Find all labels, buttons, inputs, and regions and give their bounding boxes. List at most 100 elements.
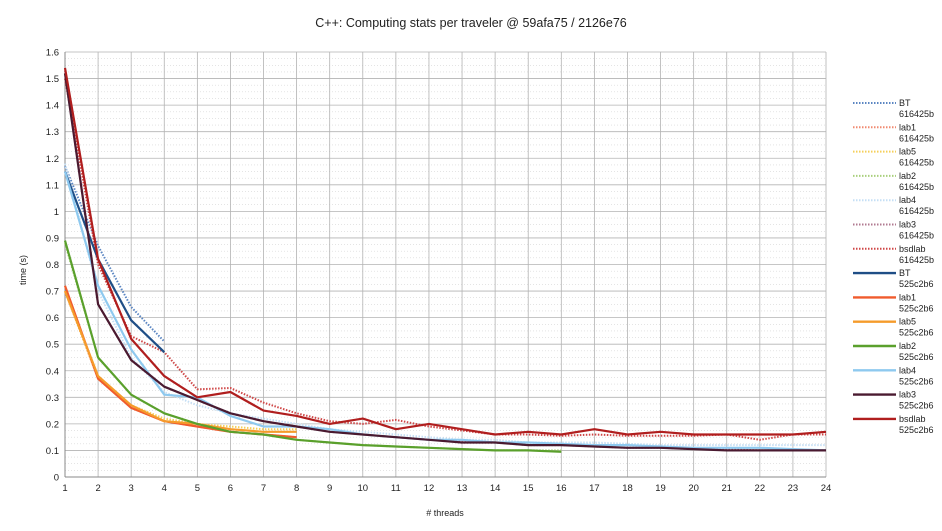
x-tick-label: 19 (655, 483, 666, 494)
legend-series-version: 525c2b6 (899, 328, 934, 338)
x-tick-label: 22 (755, 483, 766, 494)
series-line-bt-525c2b6 (63, 171, 166, 353)
series-line-bsdlab-616425b (64, 78, 826, 441)
y-tick-label: 1.6 (46, 48, 59, 59)
legend-series-version: 616425b (899, 255, 934, 265)
legend-series-version: 525c2b6 (899, 401, 934, 411)
legend-series-name: BT (899, 268, 911, 278)
y-tick-label: 0.5 (46, 340, 59, 351)
y-tick-label: 1.2 (46, 154, 59, 165)
legend-series-name: lab2 (899, 171, 916, 181)
legend-series-version: 525c2b6 (899, 303, 934, 313)
x-tick-label: 15 (523, 483, 534, 494)
legend-series-name: lab3 (899, 390, 916, 400)
legend-series-name: lab5 (899, 147, 916, 157)
y-tick-label: 1.1 (46, 180, 59, 191)
x-tick-label: 5 (195, 483, 200, 494)
y-tick-label: 0.7 (46, 287, 59, 298)
legend-series-name: lab1 (899, 292, 916, 302)
legend-series-version: 616425b (899, 158, 934, 168)
legend-series-name: lab2 (899, 341, 916, 351)
series-line-bt-616425b (64, 165, 166, 343)
legend-series-version: 525c2b6 (899, 425, 934, 435)
x-tick-label: 3 (129, 483, 134, 494)
y-tick-label: 1.4 (46, 101, 59, 112)
y-tick-label: 0.4 (46, 366, 59, 377)
y-tick-label: 0.2 (46, 419, 59, 430)
x-tick-label: 17 (589, 483, 600, 494)
legend-series-name: lab1 (899, 122, 916, 132)
y-tick-label: 0.9 (46, 233, 59, 244)
series-line-lab2-525c2b6 (63, 240, 562, 453)
x-tick-label: 14 (490, 483, 501, 494)
series-lines (63, 67, 827, 453)
legend-series-version: 525c2b6 (899, 352, 934, 362)
legend-series-version: 616425b (899, 231, 934, 241)
y-tick-label: 0.6 (46, 313, 59, 324)
y-tick-label: 0.3 (46, 393, 59, 404)
legend-series-name: bsdlab (899, 244, 926, 254)
x-tick-label: 13 (457, 483, 468, 494)
series-line-lab1-616425b (64, 290, 297, 439)
x-tick-label: 16 (556, 483, 567, 494)
x-tick-label: 2 (95, 483, 100, 494)
x-axis-label: # threads (426, 508, 464, 518)
series-line-bsdlab-525c2b6 (63, 67, 827, 436)
y-tick-label: 1 (54, 207, 59, 218)
legend-series-name: lab4 (899, 365, 916, 375)
legend: BT616425blab1616425blab5616425blab261642… (853, 98, 934, 435)
x-tick-label: 10 (357, 483, 368, 494)
legend-series-name: lab4 (899, 195, 916, 205)
x-tick-label: 12 (424, 483, 435, 494)
x-tick-label: 18 (622, 483, 633, 494)
series-line-lab5-525c2b6 (63, 290, 297, 433)
x-tick-label: 21 (721, 483, 732, 494)
x-tick-label: 4 (162, 483, 167, 494)
legend-series-version: 616425b (899, 133, 934, 143)
y-tick-label: 0.8 (46, 260, 59, 271)
grid (64, 51, 827, 478)
y-tick-label: 0 (54, 473, 59, 484)
legend-series-version: 525c2b6 (899, 376, 934, 386)
x-tick-label: 7 (261, 483, 266, 494)
legend-series-name: BT (899, 98, 911, 108)
y-axis-label: time (s) (18, 255, 28, 285)
y-tick-label: 1.3 (46, 127, 59, 138)
legend-series-version: 616425b (899, 109, 934, 119)
x-tick-label: 6 (228, 483, 233, 494)
chart-title: C++: Computing stats per traveler @ 59af… (315, 16, 627, 30)
x-tick-label: 9 (327, 483, 332, 494)
series-line-lab4-616425b (64, 163, 826, 447)
x-tick-label: 11 (391, 483, 401, 494)
x-tick-label: 23 (788, 483, 799, 494)
legend-series-name: lab5 (899, 317, 916, 327)
legend-series-name: lab3 (899, 220, 916, 230)
x-tick-label: 8 (294, 483, 299, 494)
legend-series-name: bsdlab (899, 414, 926, 424)
series-line-lab3-525c2b6 (63, 73, 826, 452)
legend-series-version: 616425b (899, 182, 934, 192)
legend-series-version: 616425b (899, 206, 934, 216)
x-tick-label: 1 (62, 483, 67, 494)
legend-series-version: 525c2b6 (899, 279, 934, 289)
y-tick-label: 1.5 (46, 74, 59, 85)
x-tick-label: 20 (688, 483, 699, 494)
axes: 0 0.1 0.2 0.3 0.4 0.5 0.6 0.7 0.8 0.9 1 1.1 1.2 1.3 1.… (46, 48, 832, 495)
y-tick-label: 0.1 (46, 446, 59, 457)
